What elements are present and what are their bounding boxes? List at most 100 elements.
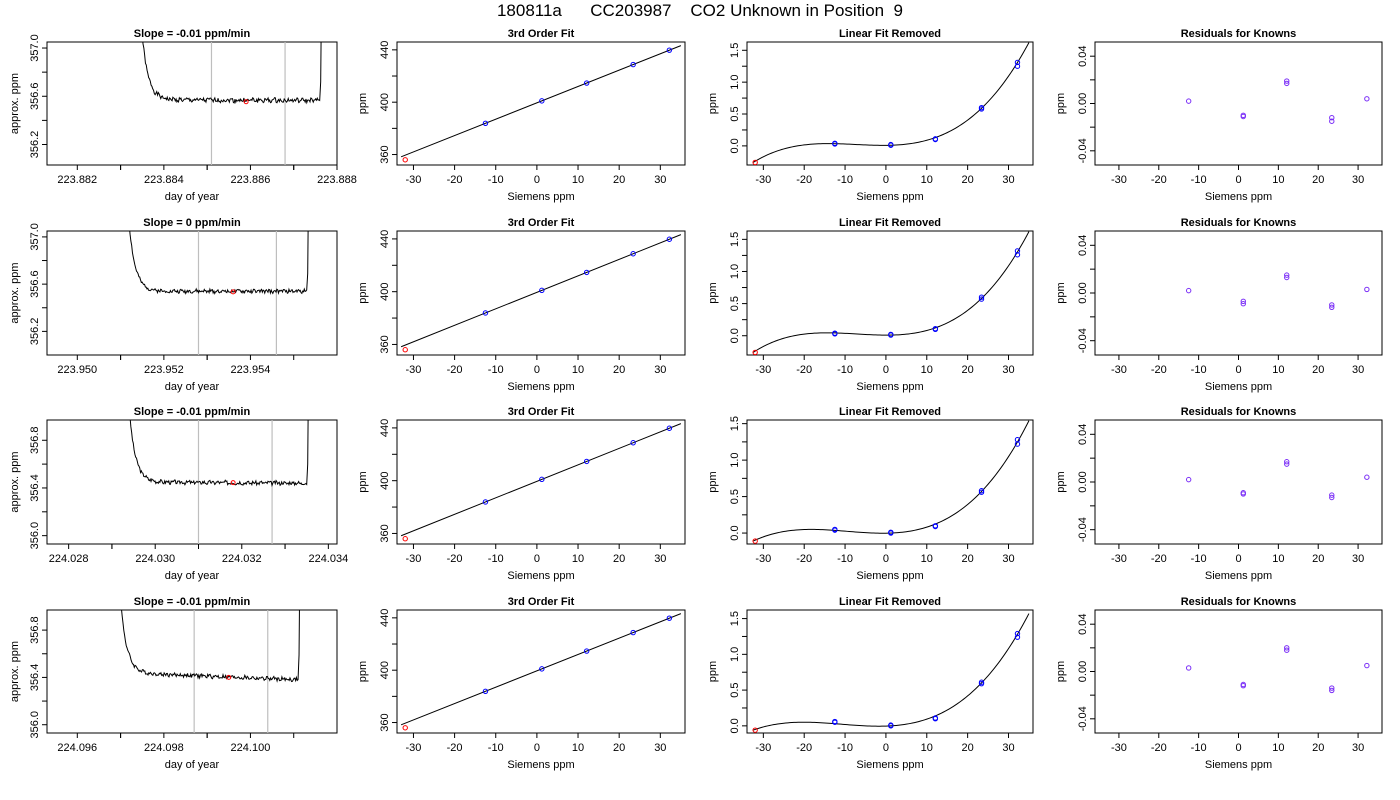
known-standard-point: [666, 425, 673, 431]
y-tick-label: 356.8: [29, 427, 41, 455]
x-tick-label: 10: [572, 174, 584, 186]
known-standard-point: [583, 269, 590, 276]
x-tick-label: -20: [1151, 174, 1167, 186]
x-tick-label: 30: [1002, 742, 1014, 754]
x-tick-label: 20: [1312, 553, 1324, 565]
panel-linres-row2: Linear Fit Removed -30 -20 -10 0 10 20 30 0.0 0.5…: [707, 217, 1034, 393]
y-tick-label: 356.4: [29, 664, 41, 692]
known-standard-point: [630, 440, 636, 446]
y-tick-label: 1.0: [729, 647, 741, 662]
x-tick-label: 0: [883, 553, 889, 565]
known-standard-point: [539, 666, 545, 672]
y-tick-label: 0.04: [1077, 613, 1089, 634]
y-tick-label: 356.4: [29, 474, 41, 502]
x-tick-label: 224.100: [231, 742, 271, 754]
y-tick-label: 0.5: [729, 296, 741, 311]
y-tick-label: 1.0: [729, 264, 741, 279]
known-residual-point: [1240, 682, 1246, 689]
unknown-mean-point: [230, 480, 236, 486]
plot-area: [400, 45, 682, 163]
x-tick-label: -10: [488, 742, 504, 754]
x-axis-label: Siemens ppm: [507, 381, 574, 393]
x-axis-label: Siemens ppm: [1205, 759, 1272, 771]
known-standard-point: [978, 488, 985, 494]
panel-title: 3rd Order Fit: [508, 28, 575, 40]
known-standard-point: [482, 499, 489, 505]
plot-area: [129, 231, 309, 355]
y-tick-label: 0.00: [1077, 93, 1089, 114]
x-axis-label: Siemens ppm: [856, 759, 923, 771]
panel-linres-row3: Linear Fit Removed -30 -20 -10 0 10 20 30 0.0 0.5…: [707, 406, 1034, 582]
panel-title: Slope = -0.01 ppm/min: [134, 28, 251, 40]
x-tick-label: 10: [921, 742, 933, 754]
figure-title: 180811a CC203987 CO2 Unknown in Position…: [496, 1, 904, 20]
known-standard-point: [978, 104, 985, 111]
concentration-trace: [142, 42, 322, 105]
unknown-point: [402, 157, 408, 163]
concentration-trace: [121, 610, 300, 683]
concentration-trace: [129, 420, 309, 488]
y-tick-label: -0.04: [1077, 328, 1089, 353]
x-axis-label: day of year: [165, 381, 220, 393]
y-tick-label: 440: [379, 609, 391, 627]
y-tick-label: -0.04: [1077, 517, 1089, 542]
x-axis-label: day of year: [165, 759, 220, 771]
y-axis-label: ppm: [1055, 661, 1067, 682]
known-standard-point: [1014, 252, 1021, 258]
known-standard-point: [1014, 59, 1021, 66]
y-axis-label: approx. ppm: [9, 451, 21, 512]
fit-curve: [400, 45, 682, 158]
plot-frame: [1094, 41, 1383, 166]
panel-title: Residuals for Knowns: [1181, 217, 1297, 229]
y-tick-label: 400: [379, 661, 391, 679]
x-tick-label: 20: [962, 174, 974, 186]
known-standard-point: [978, 679, 985, 685]
known-standard-point: [1014, 436, 1021, 443]
y-tick-label: 0.0: [729, 525, 741, 540]
y-axis-label: ppm: [357, 93, 369, 114]
known-residual-point: [1364, 286, 1370, 293]
known-standard-point: [888, 529, 894, 536]
x-tick-label: -20: [1151, 364, 1167, 376]
panel-title: Linear Fit Removed: [839, 28, 941, 40]
known-residual-point: [1284, 272, 1290, 278]
plot-area: [1185, 645, 1370, 694]
x-tick-label: 0: [534, 364, 540, 376]
x-tick-label: 20: [962, 553, 974, 565]
x-tick-label: 223.954: [231, 364, 271, 376]
fit-curve: [400, 423, 682, 537]
x-tick-label: -30: [406, 364, 422, 376]
y-axis-label: approx. ppm: [9, 73, 21, 134]
y-tick-label: 400: [379, 283, 391, 301]
x-tick-label: 20: [962, 742, 974, 754]
plot-area: [129, 420, 309, 544]
unknown-point: [402, 536, 408, 542]
y-axis-label: approx. ppm: [9, 262, 21, 323]
plot-area: [1185, 272, 1370, 311]
cubic-residual-curve: [752, 231, 1030, 353]
known-standard-point: [1014, 634, 1021, 640]
known-residual-point: [1185, 665, 1192, 671]
x-tick-label: 0: [1235, 174, 1241, 186]
panel-title: Residuals for Knowns: [1181, 28, 1297, 40]
plot-area: [1185, 78, 1370, 124]
known-standard-point: [482, 688, 489, 694]
x-tick-label: -10: [837, 553, 853, 565]
known-standard-point: [630, 251, 636, 257]
x-tick-label: 0: [1235, 364, 1241, 376]
concentration-trace: [129, 231, 309, 296]
x-tick-label: -10: [1191, 174, 1207, 186]
known-residual-point: [1284, 461, 1290, 467]
panel-title: Slope = -0.01 ppm/min: [134, 406, 251, 418]
x-tick-label: -10: [488, 364, 504, 376]
y-tick-label: 0.04: [1077, 424, 1089, 445]
y-tick-label: 356.2: [29, 131, 41, 159]
panel-fit-row1: 3rd Order Fit -30 -20 -10 0 10 20 30 360 400 440 Si…: [357, 28, 686, 203]
y-tick-label: 1.0: [729, 75, 741, 90]
panel-linres-row1: Linear Fit Removed -30 -20 -10 0 10 20 30 0.0 0.5…: [707, 28, 1034, 203]
y-tick-label: 1.5: [729, 611, 741, 626]
known-standard-point: [482, 310, 489, 316]
y-tick-label: 356.8: [29, 616, 41, 644]
unknown-point: [752, 349, 758, 355]
y-tick-label: 356.6: [29, 270, 41, 298]
